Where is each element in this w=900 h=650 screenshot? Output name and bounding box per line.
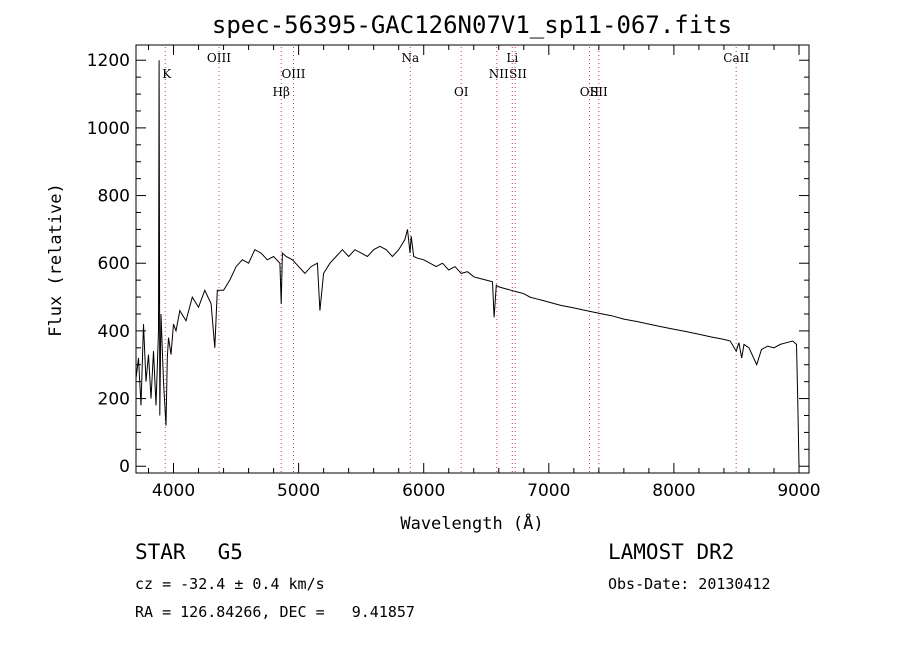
line-marker-label: OII [580,85,600,99]
x-tick-label: 6000 [402,481,445,501]
x-tick-label: 5000 [277,481,320,501]
line-marker-label: CaII [723,51,749,65]
line-marker-label: OIII [207,51,231,65]
object-class-label: STAR G5 [135,540,243,564]
line-marker-label: K [162,67,172,81]
x-tick-label: 9000 [777,481,820,501]
y-tick-label: 400 [98,322,130,342]
survey-name: LAMOST DR2 [608,540,735,564]
line-marker-label: Li [506,51,518,65]
x-tick-label: 7000 [527,481,570,501]
redshift-text: cz = -32.4 ± 0.4 km/s [135,575,325,593]
line-marker-label: NII [489,67,509,81]
x-axis-label: Wavelength (Å) [400,512,543,534]
spectrum-series-line [135,60,800,467]
line-marker-label: SII [509,67,527,81]
line-marker-label: Hβ [273,85,290,99]
y-axis-label: Flux (relative) [46,183,66,337]
y-tick-label: 200 [98,390,130,410]
line-marker-label: Na [402,51,420,65]
object-class: STAR [135,540,186,564]
y-tick-label: 800 [98,187,130,207]
axes: 4000 5000 6000 7000 8000 9000 0 200 400 600 800 100… [87,45,821,501]
x-tick-label: 8000 [652,481,695,501]
line-marker-label: OIII [281,67,305,81]
coordinates-text: RA = 126.84266, DEC = 9.41857 [135,603,415,621]
chart-title: spec-56395-GAC126N07V1_sp11-067.fits [212,11,732,39]
line-marker-label: OI [454,85,469,99]
y-tick-label: 1000 [87,119,130,139]
object-subclass: G5 [217,540,243,564]
line-marker-label: SII [590,85,608,99]
obs-date-text: Obs-Date: 20130412 [608,575,771,593]
y-tick-label: 600 [98,254,130,274]
y-tick-label: 0 [119,457,130,477]
y-tick-label: 1200 [87,51,130,71]
plot-frame [135,44,810,474]
x-tick-label: 4000 [152,481,195,501]
